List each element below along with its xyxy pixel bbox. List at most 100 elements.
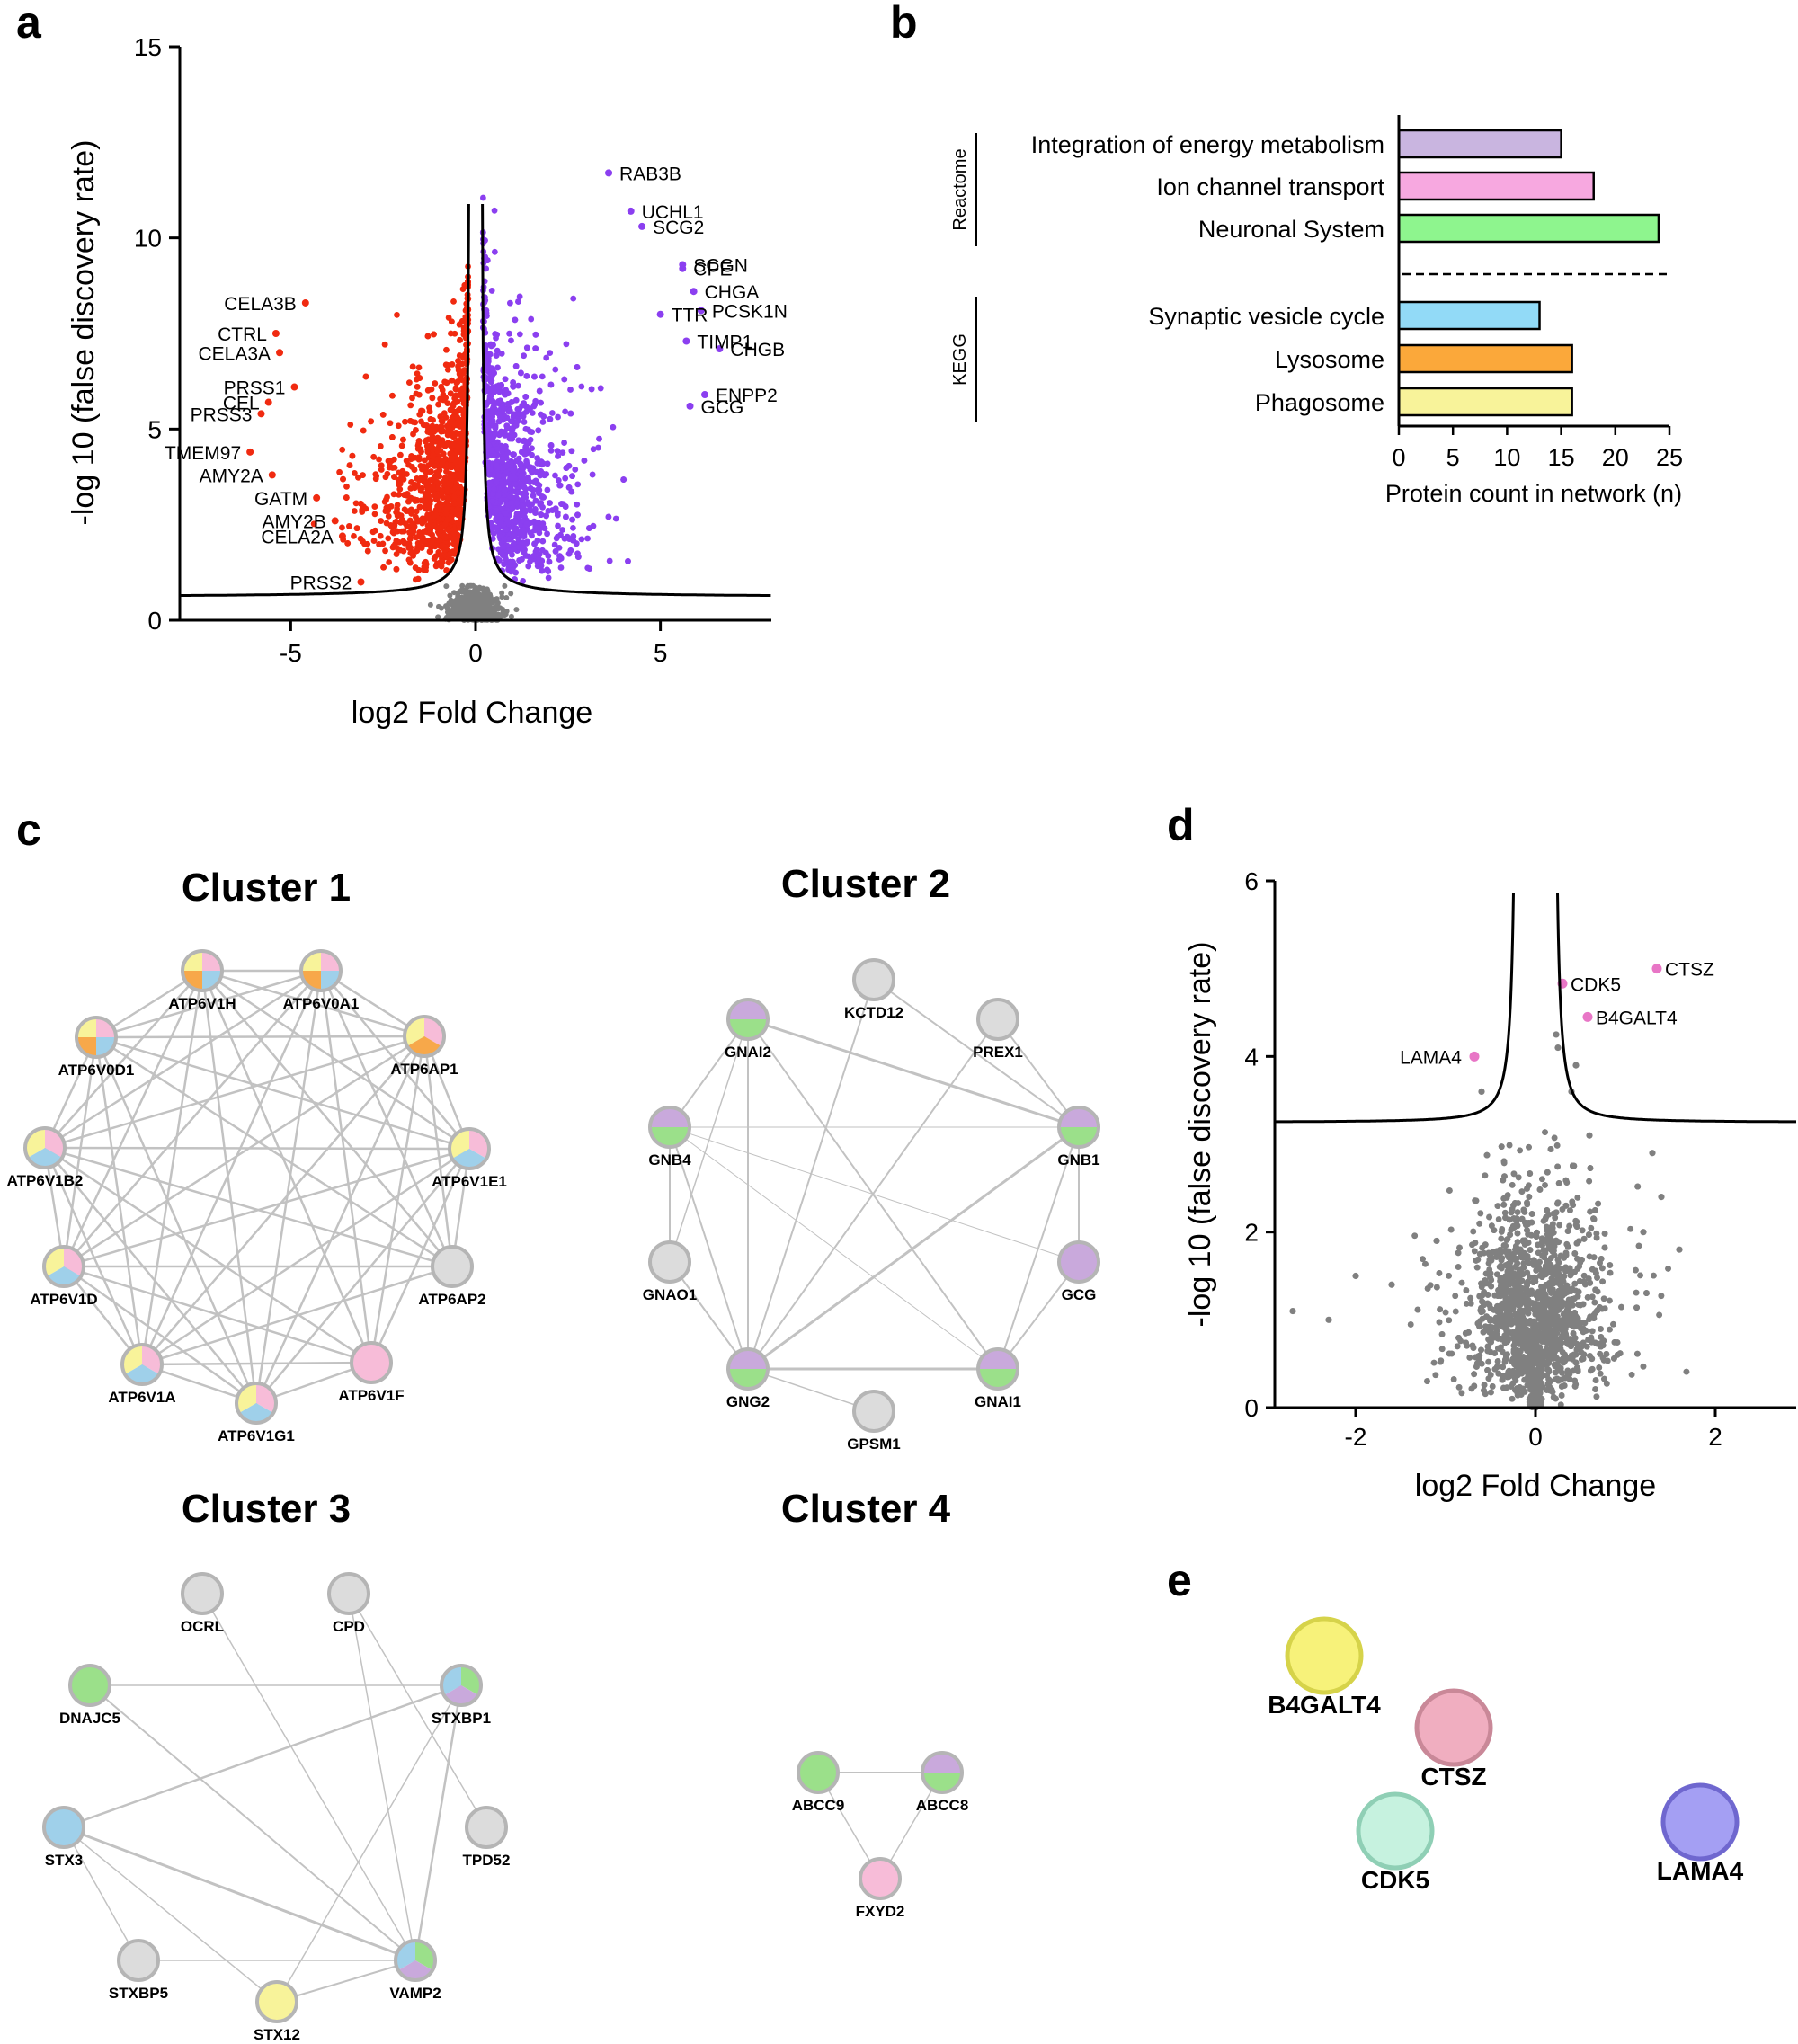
down-point	[450, 508, 457, 515]
up-point	[493, 334, 499, 342]
node-stxbp5: STXBP5	[109, 1939, 168, 2002]
up-point	[529, 445, 535, 452]
down-point	[398, 442, 405, 449]
ns-point	[508, 591, 514, 597]
node-slice	[1059, 1107, 1099, 1127]
category-label: Lysosome	[1275, 346, 1384, 373]
down-point	[371, 527, 378, 534]
up-point	[505, 547, 512, 554]
up-point	[521, 450, 529, 458]
up-point	[539, 373, 546, 380]
down-point	[434, 448, 441, 455]
down-point	[424, 333, 432, 340]
node-atp6v1e1: ATP6V1E1	[432, 1127, 507, 1190]
down-point	[388, 457, 396, 464]
node-gnb4: GNB4	[648, 1106, 691, 1169]
up-point	[527, 484, 534, 492]
ns-point	[470, 582, 476, 589]
gene-label: PRSS2	[290, 573, 352, 593]
ns-point	[447, 592, 453, 599]
down-point	[423, 468, 430, 475]
down-point	[416, 541, 423, 548]
node-label: OCRL	[181, 1618, 224, 1635]
down-point	[390, 491, 397, 498]
up-point	[489, 417, 496, 424]
up-point	[510, 379, 517, 386]
down-point	[439, 418, 446, 425]
down-point	[352, 500, 360, 507]
up-point	[546, 558, 553, 565]
ns-point	[443, 583, 450, 590]
down-point	[401, 538, 407, 546]
up-point	[539, 538, 547, 545]
edge	[201, 1593, 416, 1961]
bar	[1397, 300, 1541, 331]
up-point	[498, 350, 505, 357]
up-point	[532, 331, 539, 338]
y-tick-label: 10	[134, 225, 162, 253]
labeled-point	[682, 337, 690, 345]
up-point	[499, 543, 506, 550]
node-gcg: GCG	[1057, 1240, 1100, 1303]
down-point	[414, 575, 422, 582]
ns-point	[508, 613, 514, 619]
up-point	[574, 364, 581, 370]
down-point	[416, 503, 423, 511]
up-point	[536, 486, 543, 493]
down-point	[441, 378, 449, 386]
down-point	[415, 391, 423, 398]
edge	[141, 1265, 453, 1366]
node-label: KCTD12	[844, 1004, 903, 1021]
up-point	[584, 535, 591, 542]
up-point	[552, 548, 559, 555]
down-point	[378, 518, 385, 524]
down-point	[370, 453, 378, 460]
up-point	[506, 330, 512, 337]
up-point	[489, 498, 496, 504]
down-point	[419, 407, 426, 414]
up-point	[483, 313, 490, 319]
down-point	[438, 383, 445, 390]
up-point	[529, 451, 535, 458]
down-point	[391, 464, 398, 471]
edge	[747, 1125, 1080, 1371]
down-point	[442, 395, 449, 402]
up-point	[521, 527, 528, 534]
up-point	[620, 476, 628, 483]
down-point	[368, 418, 375, 425]
up-point	[557, 564, 565, 571]
ns-point	[484, 610, 490, 617]
down-point	[422, 457, 428, 464]
up-point	[610, 423, 617, 431]
up-point	[536, 387, 543, 395]
down-point	[409, 464, 415, 470]
down-point	[407, 418, 414, 424]
node-atp6ap2: ATP6AP2	[418, 1245, 486, 1308]
down-point	[447, 473, 454, 480]
edge	[95, 1035, 425, 1039]
x-tick-label: 0	[468, 639, 483, 667]
down-point	[431, 331, 437, 338]
down-point	[428, 386, 435, 393]
node-label: GNAI1	[975, 1393, 1021, 1410]
x-tick-label: 25	[1656, 444, 1683, 471]
down-point	[426, 429, 433, 436]
up-point	[544, 486, 551, 493]
down-point	[432, 493, 439, 500]
up-point	[532, 345, 539, 352]
down-point	[434, 456, 441, 462]
down-point	[392, 519, 399, 526]
up-point	[543, 512, 549, 520]
down-point	[376, 456, 382, 463]
up-point	[547, 500, 553, 506]
node-atp6v0d1: ATP6V0D1	[58, 1016, 134, 1079]
up-point	[561, 535, 568, 542]
up-point	[503, 387, 509, 394]
gene-label: RAB3B	[619, 164, 681, 184]
up-point	[504, 519, 512, 526]
edge	[63, 1147, 470, 1268]
down-point	[448, 440, 455, 448]
edge	[63, 1826, 416, 1962]
